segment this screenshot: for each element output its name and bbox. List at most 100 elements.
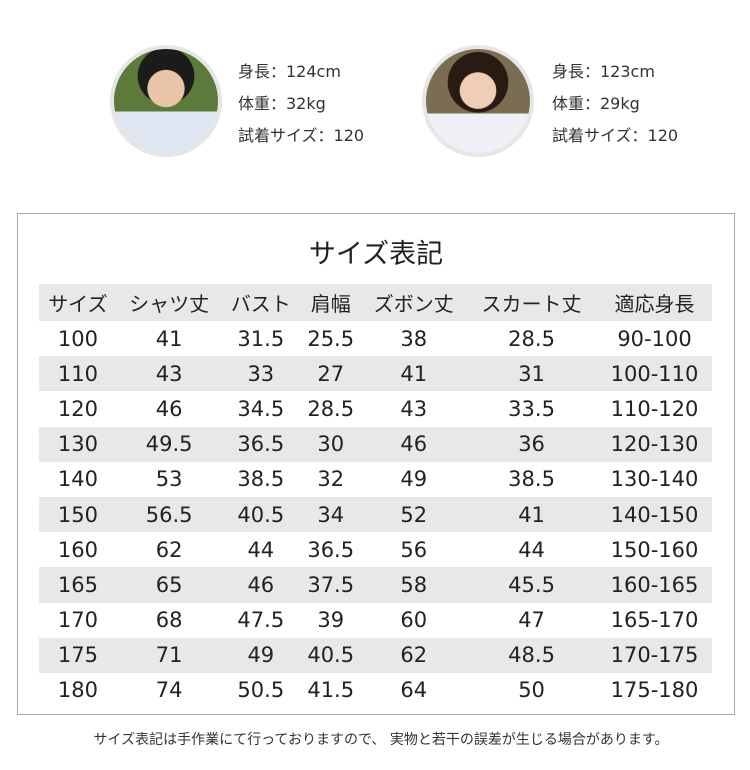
table-cell: 36 [518, 432, 545, 457]
table-cell: 36.5 [237, 432, 285, 457]
table-cell: 41.5 [307, 678, 355, 703]
column-header: バスト [230, 292, 291, 316]
table-cell: 32 [317, 467, 345, 492]
table-cell: 50.5 [237, 678, 285, 703]
table-cell: 56.5 [145, 502, 193, 527]
boy-model-photo [110, 45, 222, 157]
table-cell: 44 [518, 537, 545, 562]
table-cell: 71 [155, 643, 183, 668]
table-cell: 49.5 [145, 432, 193, 457]
column-header: サイズ [48, 292, 108, 316]
column-header: 肩幅 [310, 292, 351, 316]
table-cell: 43 [400, 396, 428, 421]
table-cell: 58 [400, 572, 428, 597]
table-cell: 74 [155, 678, 183, 703]
table-cell: 33.5 [508, 396, 555, 421]
girl-model-photo [422, 45, 534, 157]
table-cell: 170 [57, 608, 98, 633]
table-cell: 165-170 [610, 608, 699, 633]
table-cell: 150-160 [610, 537, 699, 562]
table-cell: 165 [57, 572, 98, 597]
boy-size: 試着サイズ：120 [238, 126, 365, 145]
table-cell: 38.5 [237, 467, 285, 492]
table-cell: 36.5 [307, 537, 355, 562]
size-table-title: サイズ表記 [308, 239, 444, 270]
table-row: 140 53 38.5 32 49 38.5 130-140 [39, 462, 712, 497]
table-cell: 37.5 [307, 572, 355, 597]
table-row: 150 56.5 40.5 34 52 41 140-150 [39, 496, 712, 533]
table-cell: 150 [57, 502, 98, 527]
table-cell: 68 [155, 608, 183, 633]
table-cell: 64 [400, 678, 428, 703]
table-cell: 34.5 [237, 396, 285, 421]
boy-height: 身長：124cm [238, 62, 341, 81]
table-cell: 120-130 [610, 432, 699, 457]
table-cell: 120 [57, 396, 98, 421]
table-cell: 40.5 [237, 502, 285, 527]
table-cell: 46 [247, 572, 275, 597]
table-cell: 60 [400, 608, 428, 633]
column-header: シャツ丈 [129, 292, 210, 316]
table-cell: 48.5 [508, 643, 555, 668]
size-table: サイズ シャツ丈 バスト 肩幅 ズボン丈 スカート丈 適応身長 100 41 31.5 25.5 3… [39, 284, 712, 708]
girl-size: 試着サイズ：120 [552, 126, 679, 145]
table-cell: 62 [400, 643, 428, 668]
table-cell: 47 [518, 608, 545, 633]
table-cell: 28.5 [508, 326, 555, 351]
table-cell: 31 [518, 361, 545, 386]
table-cell: 160 [57, 537, 98, 562]
size-table-box: サイズ表記 サイズ シャツ丈 バスト 肩幅 ズボン丈 スカート丈 適応身長 100 41 31.… [17, 213, 735, 715]
boy-model-info: 身長：124cm 体重：32kg 試着サイズ：120 [238, 56, 364, 152]
table-row: 175 71 49 40.5 62 48.5 170-175 [39, 637, 712, 673]
table-cell: 27 [317, 361, 345, 386]
table-cell: 49 [400, 467, 428, 492]
table-cell: 38.5 [508, 467, 555, 492]
table-cell: 46 [155, 396, 183, 421]
table-row: 100 41 31.5 25.5 38 28.5 90-100 [39, 321, 712, 356]
table-row: 160 62 44 36.5 56 44 150-160 [39, 532, 712, 567]
table-cell: 140 [57, 467, 98, 492]
table-cell: 33 [247, 361, 275, 386]
table-cell: 49 [247, 643, 275, 668]
table-cell: 110-120 [610, 396, 699, 421]
table-cell: 52 [400, 502, 428, 527]
table-cell: 110 [57, 361, 98, 386]
table-row: 180 74 50.5 41.5 64 50 175-180 [39, 673, 712, 708]
table-row: 170 68 47.5 39 60 47 165-170 [39, 603, 712, 638]
girl-model-info: 身長：123cm 体重：29kg 試着サイズ：120 [552, 56, 678, 152]
table-header-row: サイズ シャツ丈 バスト 肩幅 ズボン丈 スカート丈 適応身長 [39, 284, 712, 321]
disclaimer-note: サイズ表記は手作業にて行っておりますので、 実物と若干の誤差が生じる場合がありま… [93, 732, 669, 748]
table-cell: 41 [400, 361, 428, 386]
table-cell: 140-150 [610, 502, 699, 527]
table-row: 165 65 46 37.5 58 45.5 160-165 [39, 567, 712, 603]
boy-weight: 体重：32kg [238, 94, 326, 113]
table-cell: 41 [155, 326, 183, 351]
table-cell: 130-140 [610, 467, 699, 492]
girl-weight: 体重：29kg [552, 94, 640, 113]
table-row: 130 49.5 36.5 30 46 36 120-130 [39, 426, 712, 462]
table-row: 110 43 33 27 41 31 100-110 [39, 356, 712, 392]
column-header: スカート丈 [481, 292, 582, 316]
table-cell: 65 [155, 572, 183, 597]
column-header: 適応身長 [614, 292, 695, 316]
table-cell: 56 [400, 537, 428, 562]
girl-height: 身長：123cm [552, 62, 655, 81]
table-cell: 46 [400, 432, 428, 457]
table-cell: 50 [518, 678, 545, 703]
table-cell: 25.5 [307, 326, 355, 351]
table-cell: 28.5 [307, 396, 355, 421]
table-cell: 53 [155, 467, 183, 492]
table-cell: 34 [317, 502, 345, 527]
table-cell: 180 [57, 678, 98, 703]
table-cell: 38 [400, 326, 428, 351]
table-cell: 39 [317, 608, 345, 633]
table-cell: 47.5 [237, 608, 285, 633]
table-cell: 175 [57, 643, 98, 668]
table-cell: 43 [155, 361, 183, 386]
column-header: ズボン丈 [373, 292, 454, 316]
table-cell: 62 [155, 537, 183, 562]
table-cell: 170-175 [610, 643, 699, 668]
table-cell: 90-100 [617, 326, 692, 351]
table-cell: 100 [57, 326, 98, 351]
